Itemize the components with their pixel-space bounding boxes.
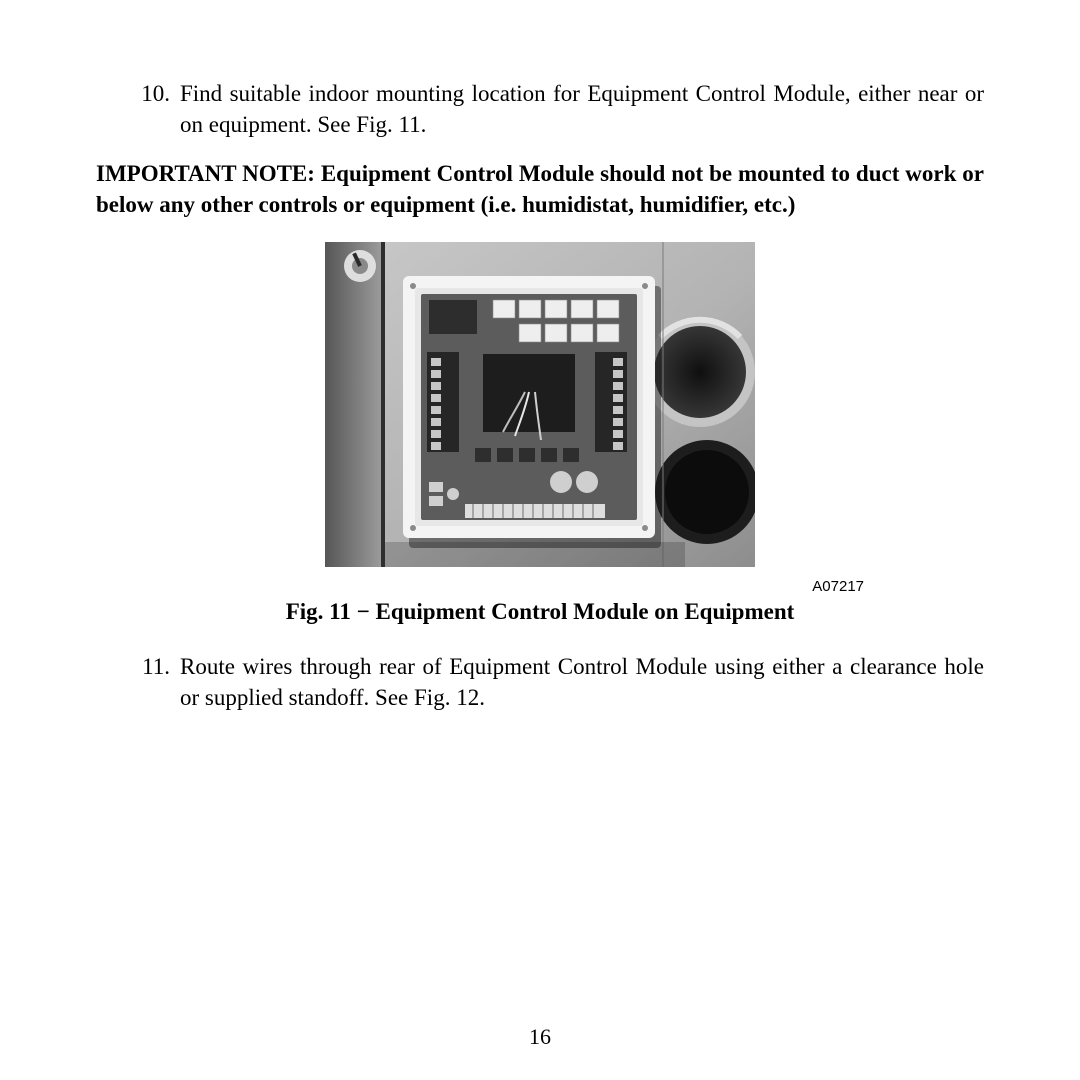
- list-item-11-number: 11.: [96, 651, 180, 713]
- list-item-10-number: 10.: [96, 78, 180, 140]
- figure-11-caption: Fig. 11 − Equipment Control Module on Eq…: [96, 599, 984, 625]
- list-item-10: 10. Find suitable indoor mounting locati…: [96, 78, 984, 140]
- list-item-11: 11. Route wires through rear of Equipmen…: [96, 651, 984, 713]
- page: 10. Find suitable indoor mounting locati…: [0, 0, 1080, 1080]
- figure-11: [96, 242, 984, 572]
- figure-11-ref: A07217: [96, 578, 864, 595]
- page-number: 16: [0, 1024, 1080, 1050]
- important-note: IMPORTANT NOTE: Equipment Control Module…: [96, 158, 984, 220]
- important-note-lead: IMPORTANT NOTE:: [96, 161, 315, 186]
- list-item-10-text: Find suitable indoor mounting location f…: [180, 78, 984, 140]
- figure-11-image: [325, 242, 755, 567]
- list-item-11-text: Route wires through rear of Equipment Co…: [180, 651, 984, 713]
